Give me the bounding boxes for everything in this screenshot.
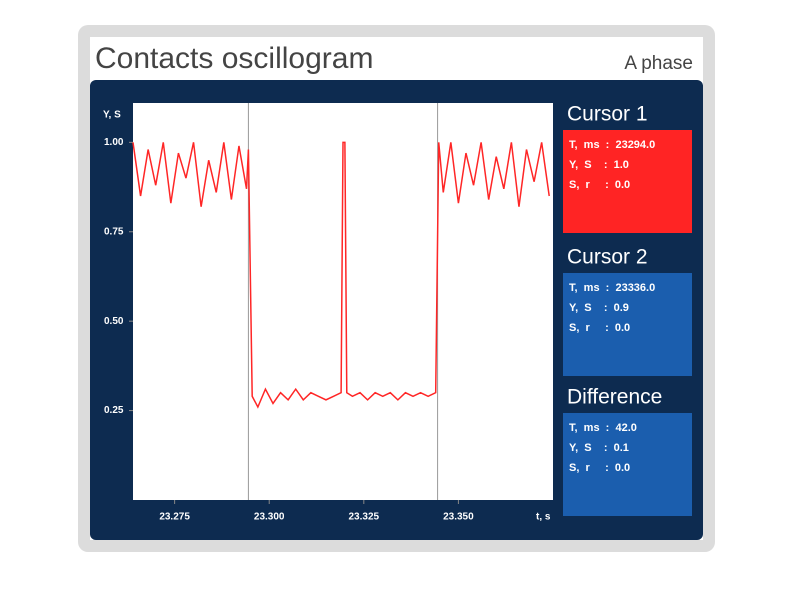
panel-line: T, ms : 23294.0 <box>569 139 655 151</box>
panel-line: Y, S : 1.0 <box>569 159 629 171</box>
panel-line: T, ms : 23336.0 <box>569 282 655 294</box>
panel-title: Difference <box>567 386 662 409</box>
y-tick-label: 0.75 <box>104 226 124 237</box>
x-tick-label: 23.325 <box>349 512 380 523</box>
x-tick-label: 23.350 <box>443 512 474 523</box>
y-tick-label: 1.00 <box>104 137 124 148</box>
panel-line: T, ms : 42.0 <box>569 422 637 434</box>
y-tick-label: 0.50 <box>104 316 124 327</box>
y-tick-label: 0.25 <box>104 405 124 416</box>
panel-title: Cursor 1 <box>567 103 648 126</box>
y-axis-label: Y, S <box>103 110 121 121</box>
panel-line: S, r : 0.0 <box>569 322 630 334</box>
panel-line: Y, S : 0.1 <box>569 442 629 454</box>
panel-line: Y, S : 0.9 <box>569 302 629 314</box>
x-tick-label: 23.300 <box>254 512 285 523</box>
panel-box <box>563 273 692 376</box>
signal-line <box>132 141 550 409</box>
subtitle: A phase <box>624 53 693 74</box>
panel-box <box>563 130 692 233</box>
panel-line: S, r : 0.0 <box>569 179 630 191</box>
panel-title: Cursor 2 <box>567 246 648 269</box>
panel-box <box>563 413 692 516</box>
panel-line: S, r : 0.0 <box>569 462 630 474</box>
x-tick-label: 23.275 <box>159 512 190 523</box>
title: Contacts oscillogram <box>95 42 373 75</box>
x-axis-label: t, s <box>536 512 551 523</box>
